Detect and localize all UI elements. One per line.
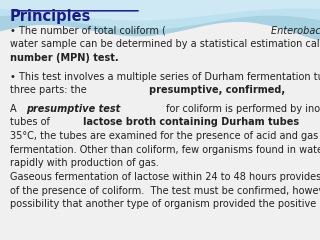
Text: three parts: the: three parts: the bbox=[10, 85, 90, 95]
Text: presumptive test: presumptive test bbox=[26, 104, 120, 114]
Text: water sample can be determined by a statistical estimation called the: water sample can be determined by a stat… bbox=[10, 39, 320, 49]
Text: Gaseous fermentation of lactose within 24 to 48 hours provides presumptive evide: Gaseous fermentation of lactose within 2… bbox=[10, 172, 320, 182]
Text: • The number of total coliform (: • The number of total coliform ( bbox=[10, 26, 165, 36]
Text: of the presence of coliform.  The test must be confirmed, however, to exclude th: of the presence of coliform. The test mu… bbox=[10, 186, 320, 196]
Polygon shape bbox=[0, 0, 320, 30]
Text: Enterobacter, Klebsiella, Citrobacter, Escherichia: Enterobacter, Klebsiella, Citrobacter, E… bbox=[271, 26, 320, 36]
Text: possibility that another type of organism provided the positive lactose result.: possibility that another type of organis… bbox=[10, 199, 320, 210]
Text: fermentation. Other than coliform, few organisms found in water can ferment lact: fermentation. Other than coliform, few o… bbox=[10, 145, 320, 155]
Polygon shape bbox=[0, 0, 320, 41]
Text: for coliform is performed by inoculating a sample of water into: for coliform is performed by inoculating… bbox=[163, 104, 320, 114]
Text: • This test involves a multiple series of Durham fermentation tubes and is divid: • This test involves a multiple series o… bbox=[10, 72, 320, 82]
Text: rapidly with production of gas.: rapidly with production of gas. bbox=[10, 158, 158, 168]
Text: Principles: Principles bbox=[10, 9, 91, 24]
Text: number (MPN) test.: number (MPN) test. bbox=[10, 53, 118, 63]
Text: A: A bbox=[10, 104, 19, 114]
Text: presumptive, confirmed,: presumptive, confirmed, bbox=[148, 85, 285, 95]
Text: 35°C, the tubes are examined for the presence of acid and gas as an indication o: 35°C, the tubes are examined for the pre… bbox=[10, 131, 320, 141]
Text: lactose broth containing Durham tubes: lactose broth containing Durham tubes bbox=[83, 117, 299, 127]
Text: tubes of: tubes of bbox=[10, 117, 52, 127]
Polygon shape bbox=[0, 0, 320, 20]
